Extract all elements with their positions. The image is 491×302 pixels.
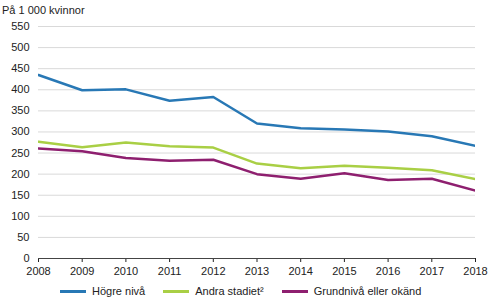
svg-text:50: 50 [17,231,29,243]
html-text:Grundnivå eller okänd: Grundnivå eller okänd [313,285,422,297]
svg-text:200: 200 [11,168,29,180]
html-text:På 1 000 kvinnor: På 1 000 kvinnor [2,4,85,16]
svg-text:2009: 2009 [70,265,94,277]
svg-text:400: 400 [11,83,29,95]
svg-text:2008: 2008 [26,265,50,277]
svg-text:2014: 2014 [288,265,312,277]
svg-text:0: 0 [23,252,29,264]
svg-text:2010: 2010 [114,265,138,277]
svg-text:250: 250 [11,147,29,159]
svg-text:2018: 2018 [463,265,487,277]
svg-text:350: 350 [11,104,29,116]
svg-text:2011: 2011 [158,265,182,277]
svg-text:500: 500 [11,41,29,53]
svg-text:150: 150 [11,189,29,201]
svg-text:300: 300 [11,125,29,137]
html-text:Andra stadiet²: Andra stadiet² [195,285,264,297]
svg-text:2013: 2013 [245,265,269,277]
svg-text:550: 550 [11,20,29,32]
svg-text:450: 450 [11,62,29,74]
svg-text:2012: 2012 [201,265,225,277]
svg-text:100: 100 [11,210,29,222]
svg-text:2015: 2015 [332,265,356,277]
html-text:Högre nivå: Högre nivå [92,285,146,297]
svg-text:2016: 2016 [376,265,400,277]
svg-text:2017: 2017 [420,265,444,277]
